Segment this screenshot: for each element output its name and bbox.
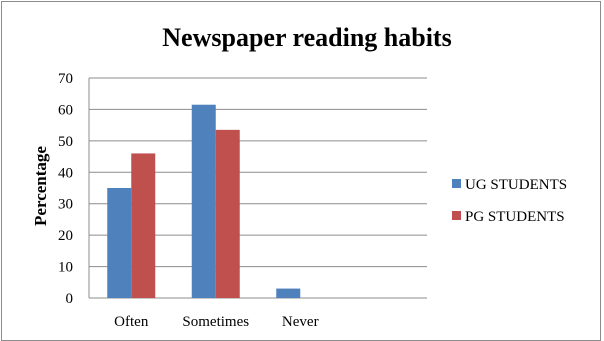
y-tick-label: 10 — [58, 260, 73, 276]
y-tick-label: 30 — [58, 197, 73, 213]
x-axis-ticks: Often Sometimes Never — [114, 314, 318, 328]
legend-label: UG STUDENTS — [465, 177, 567, 193]
bar-ug-students-sometimes — [191, 104, 216, 298]
y-tick-label: 60 — [58, 102, 73, 118]
y-tick-label: 70 — [58, 71, 73, 87]
y-tick-label: 0 — [66, 291, 74, 307]
bar-pg-students-often — [131, 153, 156, 298]
x-tick-label: Often — [114, 314, 149, 328]
bars — [107, 104, 301, 298]
y-tick-label: 50 — [58, 134, 73, 150]
bar-ug-students-often — [107, 188, 132, 298]
legend-swatch — [452, 211, 461, 220]
x-tick-label: Sometimes — [182, 314, 249, 328]
x-tick-label: Never — [282, 314, 319, 328]
chart-title: Newspaper reading habits — [162, 23, 451, 52]
bar-ug-students-never — [276, 288, 301, 298]
y-tick-label: 40 — [58, 165, 73, 181]
bar-chart: Newspaper reading habits Percentage 0 10 2… — [31, 23, 567, 328]
legend: UG STUDENTS PG STUDENTS — [452, 177, 567, 225]
bar-pg-students-sometimes — [215, 129, 240, 298]
y-tick-label: 20 — [58, 228, 73, 244]
y-axis-label: Percentage — [31, 146, 50, 226]
legend-label: PG STUDENTS — [465, 209, 565, 225]
y-axis-ticks: 0 10 20 30 40 50 60 70 — [58, 71, 73, 307]
legend-swatch — [452, 179, 461, 188]
